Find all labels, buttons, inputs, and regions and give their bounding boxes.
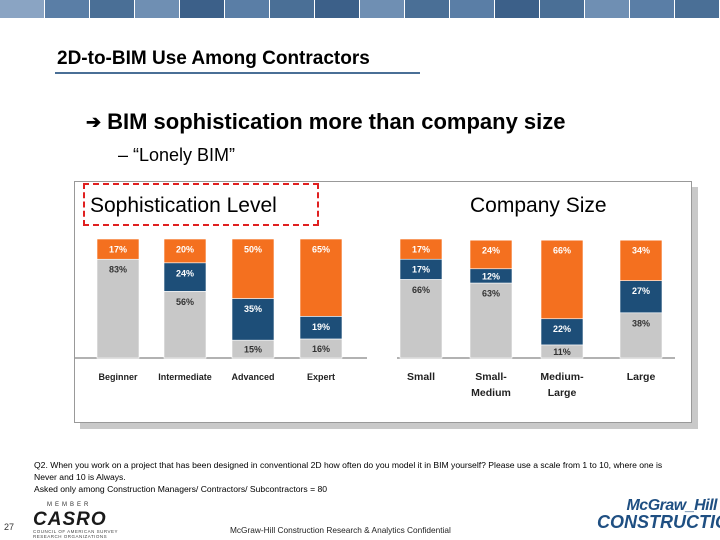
casro-wordmark: CASRO bbox=[33, 509, 107, 530]
soph-category-label: Expert bbox=[307, 372, 335, 382]
header-bar-tile bbox=[495, 0, 540, 18]
footnote-sample: Asked only among Construction Managers/ … bbox=[34, 484, 328, 494]
title-underline bbox=[55, 72, 420, 74]
size-bar-segment bbox=[469, 282, 513, 359]
header-bar-tile bbox=[90, 0, 135, 18]
soph-category-label: Advanced bbox=[231, 372, 274, 382]
size-bar-segment bbox=[619, 280, 663, 314]
size-category-label: Medium bbox=[471, 387, 511, 399]
size-data-label: 27% bbox=[632, 286, 650, 296]
size-bar-segment bbox=[540, 239, 584, 320]
soph-data-label: 50% bbox=[244, 245, 262, 255]
size-data-label: 17% bbox=[412, 245, 430, 255]
header-bar-tile bbox=[270, 0, 315, 18]
header-bar-tile bbox=[360, 0, 405, 18]
header-bar-tile bbox=[180, 0, 225, 18]
casro-logo: MEMBER CASRO COUNCIL OF AMERICAN SURVEY … bbox=[33, 502, 133, 539]
header-bar-tile bbox=[585, 0, 630, 18]
header-bar-tile bbox=[630, 0, 675, 18]
size-data-label: 11% bbox=[553, 347, 571, 357]
size-category-label: Large bbox=[627, 371, 656, 383]
size-data-label: 66% bbox=[553, 246, 571, 256]
soph-category-label: Beginner bbox=[98, 372, 138, 382]
size-bar-segment bbox=[540, 318, 584, 346]
chart-panel: 83% 17% Beginner 56% 24% 20% Intermediate 15% 35… bbox=[74, 181, 692, 423]
page-number: 27 bbox=[4, 522, 15, 532]
header-bar-tile bbox=[225, 0, 270, 18]
size-bar-segment bbox=[619, 312, 663, 359]
size-data-label: 34% bbox=[632, 246, 650, 256]
casro-member-text: MEMBER bbox=[47, 502, 92, 508]
soph-data-label: 83% bbox=[109, 265, 127, 275]
main-bullet-text: BIM sophistication more than company siz… bbox=[107, 109, 566, 134]
header-bar-tile bbox=[450, 0, 495, 18]
header-bar-tile bbox=[675, 0, 720, 18]
soph-data-label: 56% bbox=[176, 297, 194, 307]
soph-data-label: 65% bbox=[312, 245, 330, 255]
mcgraw-hill-logo: McGraw_Hill CONSTRUCTION bbox=[597, 497, 720, 533]
soph-data-label: 20% bbox=[176, 245, 194, 255]
size-bar-segment bbox=[469, 239, 513, 270]
soph-data-label: 17% bbox=[109, 245, 127, 255]
size-data-label: 63% bbox=[482, 289, 500, 299]
sophistication-highlight-box bbox=[83, 183, 319, 226]
soph-data-label: 15% bbox=[244, 345, 262, 355]
soph-data-label: 19% bbox=[312, 322, 330, 332]
size-data-label: 38% bbox=[632, 318, 650, 328]
size-data-label: 22% bbox=[553, 324, 571, 334]
header-color-bar bbox=[0, 0, 720, 18]
logo-line-2: CONSTRUCTION bbox=[597, 512, 720, 532]
size-category-label: Small bbox=[407, 371, 435, 383]
soph-bar-segment bbox=[163, 238, 207, 264]
soph-bar-segment bbox=[96, 258, 140, 359]
soph-bar-segment bbox=[231, 298, 275, 341]
size-data-label: 24% bbox=[482, 246, 500, 256]
soph-bar-segment bbox=[231, 238, 275, 299]
slide-title: 2D-to-BIM Use Among Contractors bbox=[57, 48, 370, 69]
size-bar-segment bbox=[399, 238, 443, 260]
soph-bar-segment bbox=[163, 262, 207, 292]
header-bar-tile bbox=[135, 0, 180, 18]
size-bar-segment bbox=[619, 239, 663, 281]
soph-data-label: 24% bbox=[176, 268, 194, 278]
logo-line-1: McGraw_Hill bbox=[626, 497, 717, 514]
soph-category-label: Intermediate bbox=[158, 372, 212, 382]
soph-bar-segment bbox=[96, 238, 140, 260]
size-category-label: Small- bbox=[475, 371, 507, 383]
size-data-label: 17% bbox=[412, 265, 430, 275]
soph-data-label: 16% bbox=[312, 344, 330, 354]
confidential-notice: McGraw-Hill Construction Research & Anal… bbox=[230, 525, 451, 535]
soph-bar-segment bbox=[299, 238, 343, 317]
company-size-chart-title: Company Size bbox=[470, 194, 607, 217]
footnote-question: Q2. When you work on a project that has … bbox=[34, 460, 663, 482]
size-data-label: 12% bbox=[482, 271, 500, 281]
size-category-label: Large bbox=[548, 387, 577, 399]
soph-data-label: 35% bbox=[244, 304, 262, 314]
stacked-bar-charts: 83% 17% Beginner 56% 24% 20% Intermediate 15% 35… bbox=[75, 238, 675, 399]
size-category-label: Medium- bbox=[540, 371, 584, 383]
sub-bullet: – “Lonely BIM” bbox=[118, 145, 236, 165]
sophistication-chart-title: Sophistication Level bbox=[90, 194, 277, 217]
arrow-icon: ➔ bbox=[86, 111, 102, 132]
main-bullet: ➔ BIM sophistication more than company s… bbox=[86, 109, 566, 135]
casro-tagline: COUNCIL OF AMERICAN SURVEY RESEARCH ORGA… bbox=[33, 529, 118, 539]
header-bar-tile bbox=[45, 0, 90, 18]
header-bar-tile bbox=[405, 0, 450, 18]
header-bar-tile bbox=[0, 0, 45, 18]
header-bar-tile bbox=[315, 0, 360, 18]
header-bar-tile bbox=[540, 0, 585, 18]
survey-footnote: Q2. When you work on a project that has … bbox=[34, 459, 674, 495]
size-data-label: 66% bbox=[412, 285, 430, 295]
